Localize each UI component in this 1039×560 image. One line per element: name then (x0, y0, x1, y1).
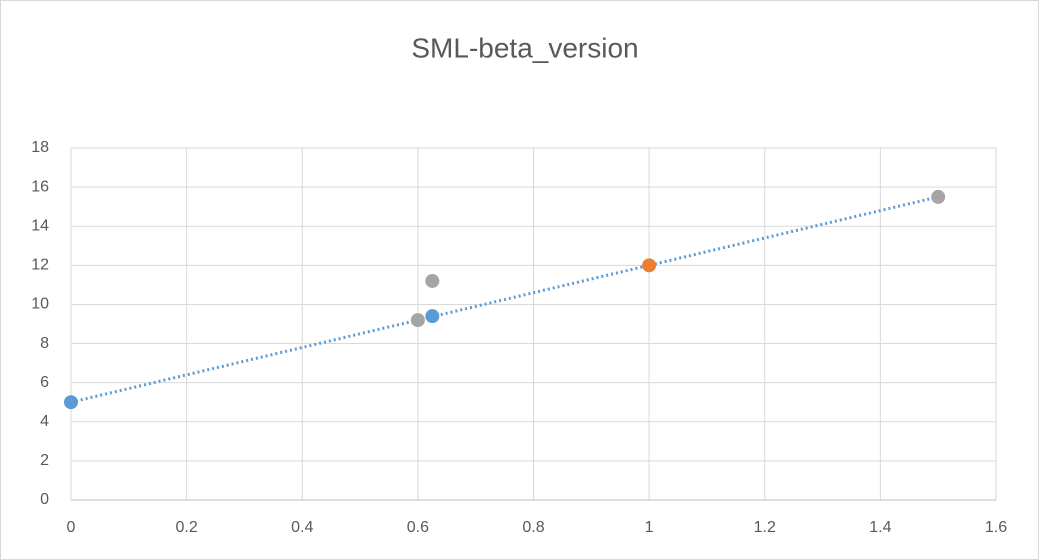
x-tick-label: 1.4 (869, 519, 891, 536)
chart-title: SML-beta_version (411, 32, 638, 63)
y-tick-label: 6 (40, 374, 49, 391)
point (425, 309, 440, 324)
y-tick-label: 2 (40, 452, 49, 469)
x-tick-label: 0.6 (407, 519, 429, 536)
point (410, 313, 425, 328)
y-tick-label: 10 (31, 296, 49, 313)
point (425, 273, 440, 288)
y-tick-label: 4 (40, 413, 49, 430)
x-tick-label: 1 (645, 519, 654, 536)
trend-line (70, 195, 939, 404)
x-tick-label: 1.2 (754, 519, 776, 536)
x-tick-label: 0 (67, 519, 76, 536)
y-tick-label: 8 (40, 335, 49, 352)
x-tick-label: 1.6 (985, 519, 1007, 536)
y-tick-label: 16 (31, 178, 49, 195)
x-tick-label: 0.8 (522, 519, 544, 536)
y-tick-label: 12 (31, 257, 49, 274)
point (64, 395, 78, 410)
point (642, 258, 657, 273)
y-tick-label: 14 (31, 217, 49, 234)
y-tick-label: 18 (31, 139, 49, 156)
x-tick-label: 0.2 (176, 519, 198, 536)
x-tick-label: 0.4 (291, 519, 313, 536)
y-tick-label: 0 (40, 491, 49, 508)
point (931, 189, 946, 204)
